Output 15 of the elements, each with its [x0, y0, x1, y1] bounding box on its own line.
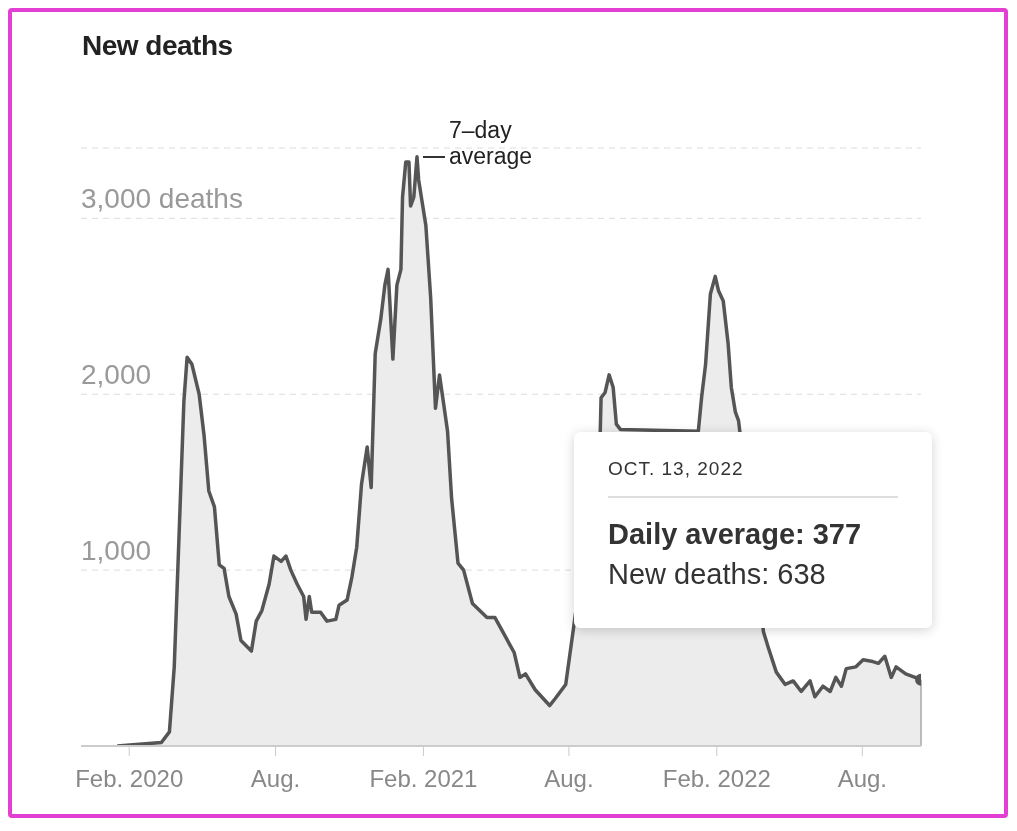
annotation: 7–day average [449, 116, 534, 169]
annotation: Daily average: 377 [608, 517, 863, 552]
annotation: OCT. 13, 2022 [608, 458, 898, 498]
tooltip-card: OCT. 13, 2022 Daily average: 377 New deaths: 638 [574, 432, 932, 628]
chart-title: New deaths [82, 30, 233, 62]
x-tick-label: Aug. [250, 765, 301, 793]
x-tick-label: Feb. 2022 [662, 765, 771, 793]
annotation: New deaths: 638 [608, 557, 827, 592]
x-tick-label: Feb. 2020 [75, 765, 184, 793]
y-tick-label: 2,000 [81, 359, 152, 391]
y-tick-label: 1,000 [81, 535, 152, 567]
x-tick-label: Aug. [544, 765, 594, 793]
x-tick-label: Aug. [837, 765, 888, 793]
y-tick-label: 3,000 deaths [81, 183, 243, 215]
x-tick-label: Feb. 2021 [369, 765, 478, 793]
